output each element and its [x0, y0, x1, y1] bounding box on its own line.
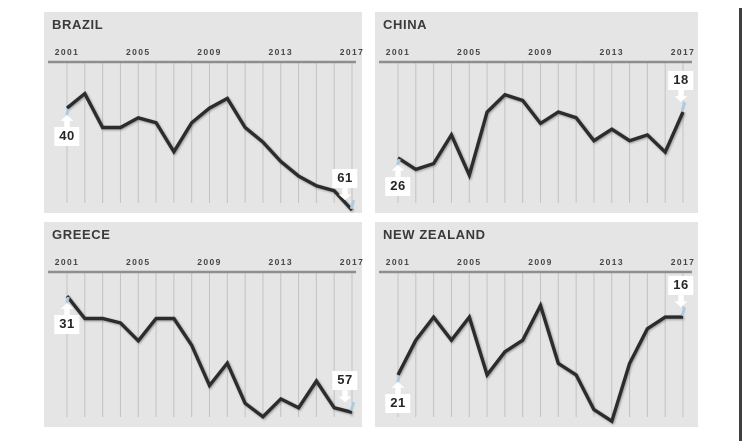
line-chart-china: 2001 2005 2009 2013 2017: [379, 47, 696, 203]
chart-title-china: CHINA: [383, 17, 428, 32]
x-axis-tick-label: 2005: [126, 47, 151, 57]
x-axis-tick-label: 2009: [528, 47, 553, 57]
x-axis-tick-label: 2017: [671, 47, 696, 57]
x-axis-tick-label: 2017: [340, 47, 365, 57]
data-line: [396, 301, 683, 424]
line-chart-brazil: 2001 2005 2009 2013 2017: [48, 47, 365, 212]
chart-panel-greece: GREECE 2001 2005 2009 2013 2017 31 57: [44, 222, 365, 427]
x-axis-tick-label: 2017: [671, 257, 696, 267]
chart-title-brazil: BRAZIL: [52, 17, 104, 32]
x-axis-tick-label: 2013: [268, 47, 293, 57]
x-axis-tick-label: 2009: [197, 47, 222, 57]
chart-panel-brazil: BRAZIL 2001 2005 2009 2013 2017 40 61: [44, 12, 365, 213]
chart-title-greece: GREECE: [52, 227, 111, 242]
window-right-border: [739, 8, 742, 441]
data-line: [65, 90, 354, 212]
x-axis-tick-label: 2001: [386, 47, 411, 57]
chart-panel-china: CHINA 2001 2005 2009 2013 2017 26 18: [375, 12, 698, 213]
line-chart-new-zealand: 2001 2005 2009 2013 2017: [379, 257, 696, 424]
x-axis-tick-label: 2013: [599, 257, 624, 267]
x-axis-tick-label: 2001: [55, 257, 80, 267]
x-axis-tick-label: 2009: [197, 257, 222, 267]
chart-title-new-zealand: NEW ZEALAND: [383, 227, 486, 242]
x-axis-tick-label: 2017: [340, 257, 365, 267]
data-line: [65, 295, 353, 419]
line-chart-greece: 2001 2005 2009 2013 2017: [48, 257, 365, 419]
x-axis-tick-label: 2013: [599, 47, 624, 57]
data-line: [397, 92, 685, 181]
x-axis-tick-label: 2005: [126, 257, 151, 267]
x-axis-tick-label: 2005: [457, 257, 482, 267]
x-axis-tick-label: 2001: [55, 47, 80, 57]
x-axis-tick-label: 2009: [528, 257, 553, 267]
x-axis-tick-label: 2005: [457, 47, 482, 57]
chart-panel-new-zealand: NEW ZEALAND 2001 2005 2009 2013 2017 21 16: [375, 222, 698, 427]
x-axis-tick-label: 2013: [268, 257, 293, 267]
x-axis-tick-label: 2001: [386, 257, 411, 267]
